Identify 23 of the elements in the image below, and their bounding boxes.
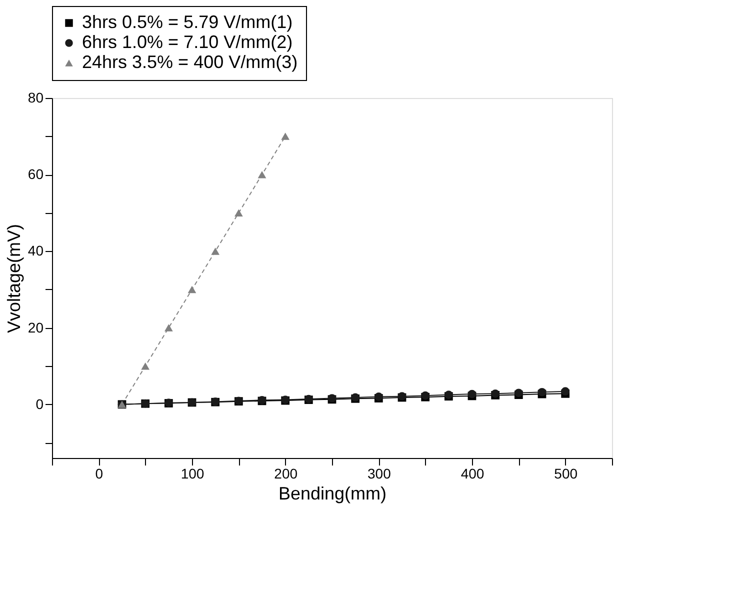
point bbox=[234, 209, 243, 217]
point bbox=[141, 362, 150, 370]
legend-label: 3hrs 0.5% = 5.79 V/mm(1) bbox=[82, 12, 293, 32]
y-tick-label: 0 bbox=[36, 396, 44, 412]
point bbox=[258, 170, 266, 178]
x-tick-label: 0 bbox=[95, 466, 104, 482]
y-tick-label: 20 bbox=[28, 319, 44, 336]
y-tick-label: 40 bbox=[28, 242, 44, 259]
legend-label: 24hrs 3.5% = 400 V/mm(3) bbox=[82, 52, 298, 72]
x-tick-label: 100 bbox=[180, 466, 204, 482]
point bbox=[164, 324, 173, 332]
x-tick-label: 500 bbox=[554, 466, 578, 482]
point bbox=[188, 286, 196, 294]
point bbox=[211, 248, 220, 255]
legend-label: 6hrs 1.0% = 7.10 V/mm(2) bbox=[82, 32, 293, 52]
x-tick-label: 300 bbox=[367, 466, 392, 482]
x-tick-label: 400 bbox=[460, 466, 484, 482]
y-tick-label: 60 bbox=[28, 166, 44, 182]
y-tick-label: 80 bbox=[28, 90, 44, 106]
y-axis-title: Vvoltage(mV) bbox=[4, 224, 24, 334]
x-tick-label: 200 bbox=[274, 466, 298, 482]
x-axis-title: Bending(mm) bbox=[278, 484, 387, 504]
point bbox=[281, 132, 290, 140]
